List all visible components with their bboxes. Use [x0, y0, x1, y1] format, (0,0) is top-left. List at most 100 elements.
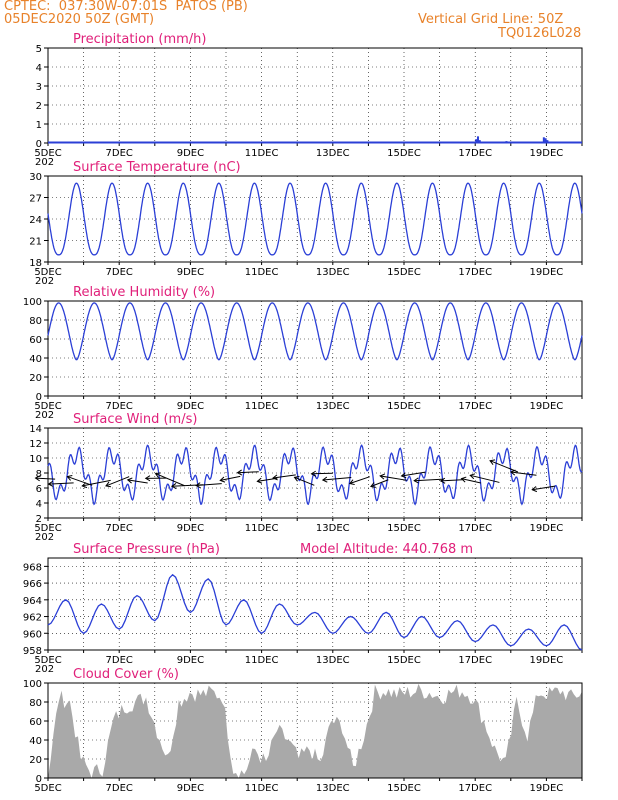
wind-arrow: [370, 479, 389, 487]
wind-arrow: [349, 476, 370, 484]
wind-arrow-head: [413, 477, 419, 484]
x-tick-label: 17DEC: [458, 267, 492, 278]
wind-arrow-head: [400, 472, 407, 479]
wind-arrow-head: [293, 476, 300, 482]
wind-arrow: [82, 479, 111, 487]
panel-subtitle: Model Altitude: 440.768 m: [300, 542, 473, 557]
y-tick-label: 3: [36, 82, 42, 93]
wind-arrow-head: [531, 486, 538, 493]
panel-title: Surface Pressure (hPa): [73, 542, 220, 557]
panel-frame: [47, 557, 583, 651]
y-tick-label: 8: [36, 469, 42, 480]
wind-arrow: [127, 479, 148, 484]
panel-title: Surface Temperature (nC): [73, 160, 241, 175]
x-tick-label: 15DEC: [387, 783, 421, 794]
x-tick-label: 5DEC: [34, 267, 61, 278]
x-tick-label: 7DEC: [106, 267, 133, 278]
x-tick-label: 17DEC: [458, 148, 492, 159]
panel-frame: [47, 682, 583, 779]
series-line: [47, 444, 583, 506]
panel-title: Precipitation (mm/h): [73, 32, 206, 47]
wind-arrow-head: [236, 469, 243, 476]
wind-arrow-head: [272, 474, 278, 481]
x-tick-label: 13DEC: [316, 401, 350, 412]
x-tick-label: 17DEC: [458, 783, 492, 794]
wind-arrow: [532, 485, 556, 491]
x-tick-label: 11DEC: [245, 267, 279, 278]
panel-title: Surface Wind (m/s): [73, 412, 197, 427]
x-tick-label: 7DEC: [106, 401, 133, 412]
y-tick-label: 40: [29, 354, 42, 365]
x-tick-label: 5DEC: [34, 783, 61, 794]
wind-arrow-head: [310, 470, 317, 477]
wind-arrow-head: [105, 481, 111, 488]
x-year-label: 202: [35, 276, 54, 287]
y-tick-label: 18: [29, 258, 42, 269]
panel-3: [44, 300, 583, 399]
x-tick-label: 17DEC: [458, 401, 492, 412]
y-tick-label: 20: [29, 373, 42, 384]
wind-arrow-head: [509, 469, 516, 476]
x-tick-label: 15DEC: [387, 267, 421, 278]
wind-arrow: [380, 475, 407, 481]
x-tick-label: 11DEC: [245, 655, 279, 666]
wind-arrow-head: [379, 473, 385, 480]
y-tick-label: 2: [36, 101, 42, 112]
x-tick-label: 5DEC: [34, 523, 61, 534]
wind-arrow: [311, 472, 333, 475]
wind-arrow-head: [154, 472, 161, 478]
y-tick-label: 80: [29, 698, 42, 709]
y-tick-label: 0: [36, 774, 42, 785]
y-tick-label: 4: [36, 63, 42, 74]
header-model-id: TQ0126L028: [498, 26, 582, 41]
y-tick-label: 30: [29, 172, 42, 183]
cloud-area: [48, 683, 582, 778]
x-tick-label: 19DEC: [530, 148, 564, 159]
wind-arrow: [322, 476, 352, 481]
panel-5: [44, 557, 583, 653]
y-tick-label: 60: [29, 717, 42, 728]
precip-bar: [546, 140, 549, 143]
y-tick-label: 60: [29, 335, 42, 346]
panel-6: [44, 682, 583, 781]
y-tick-label: 4: [36, 499, 42, 510]
wind-arrow: [273, 474, 296, 479]
wind-arrow-head: [469, 473, 476, 480]
panel-2: [44, 175, 583, 265]
y-tick-label: 21: [29, 237, 42, 248]
precip-bar: [478, 140, 481, 143]
panel-title: Cloud Cover (%): [73, 667, 179, 682]
x-tick-label: 17DEC: [458, 655, 492, 666]
x-tick-label: 7DEC: [106, 148, 133, 159]
x-tick-label: 9DEC: [177, 783, 204, 794]
wind-arrow: [440, 479, 463, 482]
x-tick-label: 19DEC: [530, 401, 564, 412]
precip-bar: [476, 136, 479, 143]
wind-arrow-head: [144, 475, 151, 482]
x-tick-label: 13DEC: [316, 783, 350, 794]
x-tick-label: 9DEC: [177, 401, 204, 412]
x-tick-label: 19DEC: [530, 267, 564, 278]
series-line: [47, 182, 583, 256]
wind-arrow: [48, 482, 74, 485]
wind-arrow-head: [321, 476, 328, 483]
wind-arrow-head: [126, 477, 133, 484]
y-tick-label: 2: [36, 514, 42, 525]
y-tick-label: 20: [29, 755, 42, 766]
y-tick-label: 27: [29, 194, 42, 205]
y-tick-label: 14: [29, 424, 42, 435]
wind-arrow: [401, 471, 426, 477]
wind-arrow-head: [195, 482, 201, 489]
x-tick-label: 19DEC: [530, 783, 564, 794]
x-tick-label: 15DEC: [387, 401, 421, 412]
y-tick-label: 6: [36, 484, 42, 495]
x-tick-label: 11DEC: [245, 148, 279, 159]
y-tick-label: 960: [23, 629, 42, 640]
y-tick-label: 12: [29, 439, 42, 450]
x-tick-label: 9DEC: [177, 148, 204, 159]
x-year-label: 202: [35, 157, 54, 168]
wind-arrow: [155, 473, 185, 487]
x-tick-label: 9DEC: [177, 655, 204, 666]
y-tick-label: 100: [23, 679, 42, 690]
